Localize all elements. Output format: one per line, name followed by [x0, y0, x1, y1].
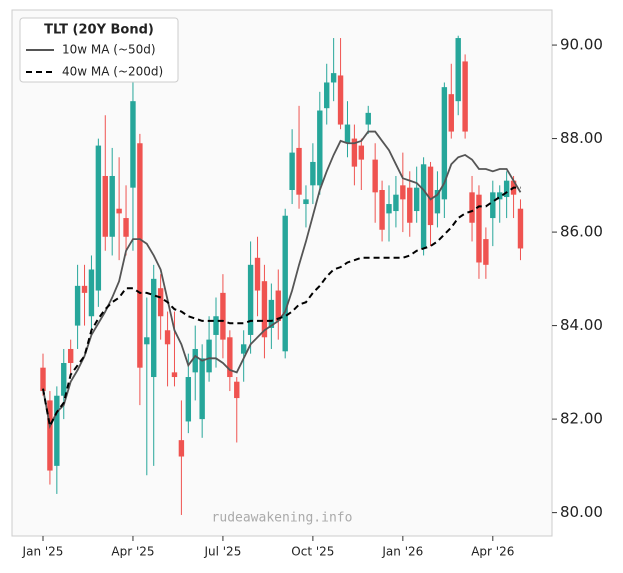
- candle-body: [137, 143, 143, 368]
- ma-line: [42, 130, 522, 429]
- candle-body: [490, 192, 496, 219]
- candle-body: [116, 208, 122, 214]
- candle-body: [282, 215, 288, 352]
- candle-body: [109, 175, 115, 237]
- candle-body: [379, 190, 385, 230]
- y-tick-label: 88.00: [560, 129, 603, 147]
- candle-body: [261, 281, 268, 338]
- y-tick-label: 82.00: [560, 410, 603, 428]
- candle-body: [130, 101, 136, 188]
- candle-body: [330, 73, 337, 83]
- candle-body: [227, 337, 233, 378]
- candle-body: [47, 400, 53, 471]
- candle-body: [88, 269, 95, 317]
- legend-label: 40w MA (~200d): [62, 65, 163, 79]
- candle-body: [275, 290, 281, 321]
- candle-body: [310, 161, 316, 186]
- candle-body: [441, 87, 448, 200]
- candle-body: [61, 363, 67, 396]
- candle-body: [400, 185, 406, 200]
- candle-body: [517, 208, 524, 249]
- candle-body: [240, 344, 247, 354]
- candle-body: [476, 194, 482, 263]
- candle-body: [337, 75, 344, 125]
- legend-title: TLT (20Y Bond): [44, 23, 154, 38]
- legend-box: [19, 17, 179, 83]
- candle-body: [123, 218, 129, 237]
- x-tick-label: Jan '25: [22, 545, 64, 559]
- candle-body: [81, 285, 88, 293]
- x-tick-label: Apr '25: [111, 545, 154, 559]
- candle-body: [317, 110, 323, 186]
- candle-body: [40, 367, 46, 392]
- candle-body: [54, 395, 60, 466]
- candle-body: [434, 190, 441, 214]
- candle-body: [344, 124, 351, 144]
- candle-body: [469, 192, 475, 223]
- candle-body: [164, 330, 171, 345]
- candle-body: [351, 138, 358, 167]
- plot-area: [11, 9, 553, 537]
- watermark: rudeawakening.info: [212, 511, 353, 526]
- candle-body: [483, 239, 489, 265]
- candle-body: [268, 299, 275, 328]
- candle-body: [455, 38, 461, 102]
- candle-body: [358, 145, 365, 160]
- candle-body: [247, 264, 254, 335]
- candle-body: [296, 147, 302, 195]
- y-tick-label: 80.00: [560, 503, 603, 521]
- candle-body: [199, 358, 205, 420]
- candle-body: [234, 381, 240, 399]
- candle-body: [413, 187, 420, 212]
- x-tick-label: Jul '25: [203, 545, 241, 559]
- candle-body: [407, 187, 413, 223]
- candle-body: [95, 145, 102, 291]
- x-tick-label: Apr '26: [471, 545, 514, 559]
- candle-body: [178, 440, 185, 457]
- candle-body: [192, 348, 198, 373]
- candle-body: [220, 292, 226, 340]
- candle-body: [503, 180, 510, 198]
- legend: TLT (20Y Bond) 10w MA (~50d) 40w MA (~200…: [19, 17, 179, 83]
- y-tick-label: 86.00: [560, 223, 603, 241]
- candle-body: [448, 94, 454, 132]
- candle-body: [171, 372, 178, 378]
- candle-body: [254, 257, 261, 291]
- candle-body: [206, 339, 212, 373]
- candle-body: [67, 348, 74, 364]
- candle-body: [157, 288, 164, 317]
- candle-body: [497, 192, 503, 200]
- candle-body: [462, 61, 468, 132]
- candle-body: [427, 166, 434, 226]
- candle-body: [324, 82, 330, 109]
- candle-body: [393, 194, 399, 212]
- x-tick-label: Oct '25: [291, 545, 334, 559]
- candle-body: [303, 199, 309, 205]
- y-tick-label: 90.00: [560, 36, 603, 54]
- candle-body: [144, 337, 150, 345]
- candle-body: [185, 377, 192, 422]
- candle-body: [102, 175, 108, 237]
- candle-body: [289, 152, 295, 191]
- candle-body: [74, 285, 81, 326]
- candle-body: [213, 316, 219, 335]
- candle-body: [372, 159, 378, 193]
- candle-body: [386, 204, 392, 214]
- y-tick-label: 84.00: [560, 316, 603, 334]
- legend-label: 10w MA (~50d): [62, 43, 156, 57]
- candle-body: [420, 164, 427, 249]
- x-tick-label: Jan '26: [381, 545, 423, 559]
- candle-body: [151, 278, 157, 378]
- ma-line: [42, 186, 521, 430]
- candle-body: [365, 112, 371, 125]
